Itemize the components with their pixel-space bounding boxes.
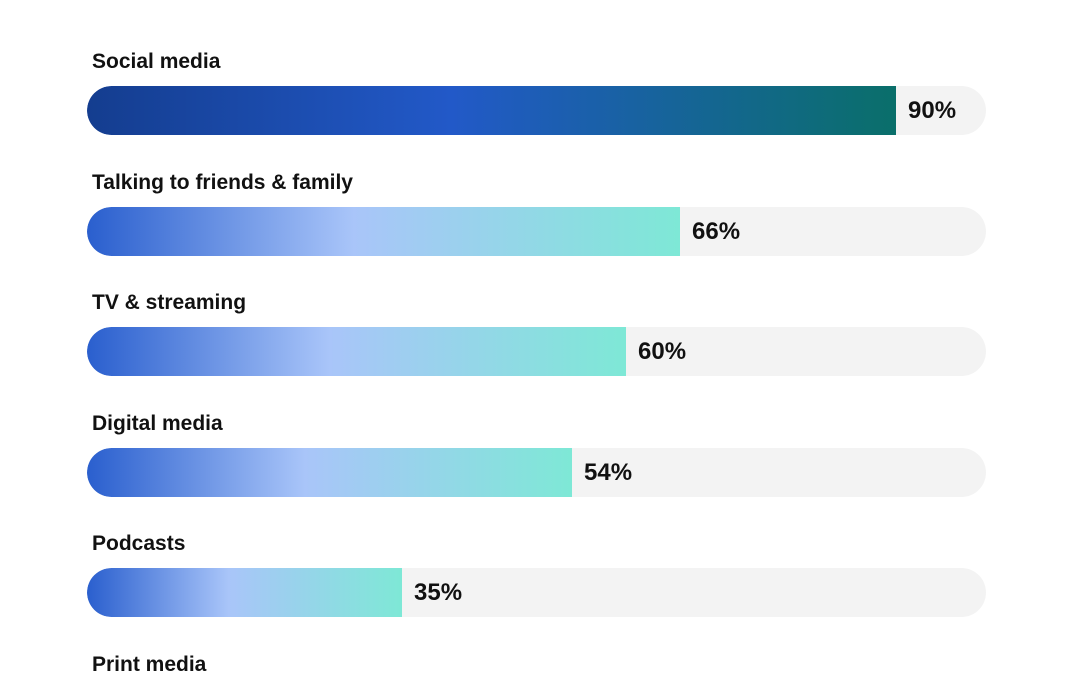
category-label: TV & streaming <box>92 291 247 314</box>
value-label: 66% <box>692 217 741 245</box>
value-label: 60% <box>638 338 687 365</box>
category-label: Podcasts <box>92 532 186 555</box>
value-label: 54% <box>584 458 633 486</box>
bar <box>87 206 680 256</box>
bar <box>87 327 626 376</box>
category-label: Social media <box>92 50 221 73</box>
bar-track <box>87 327 986 376</box>
value-label: 35% <box>414 579 463 606</box>
value-label: 90% <box>908 97 957 124</box>
bar <box>87 447 572 497</box>
bar-track <box>87 206 986 256</box>
category-label: Talking to friends & family <box>92 170 353 194</box>
category-label: Print media <box>92 652 207 676</box>
bar-track <box>87 447 986 497</box>
bar <box>87 568 402 617</box>
bar <box>87 86 896 135</box>
category-label: Digital media <box>92 411 223 435</box>
bar-track <box>87 86 986 135</box>
bar-track <box>87 568 986 617</box>
